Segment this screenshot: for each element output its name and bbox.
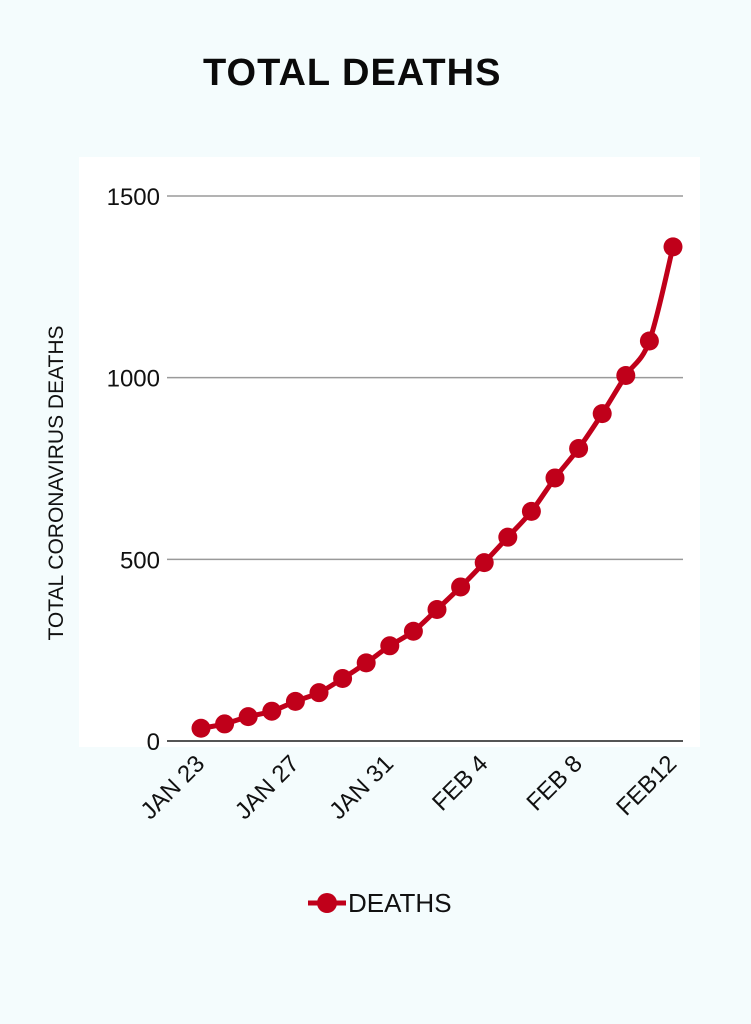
data-point <box>403 621 423 641</box>
y-tick-labels: 0 500 1000 1500 <box>107 184 160 756</box>
data-point <box>333 669 353 689</box>
x-tick-label: FEB12 <box>611 750 682 821</box>
x-tick-labels: JAN 23 JAN 27 JAN 31 FEB 4 FEB 8 FEB12 <box>135 750 682 825</box>
chart-title: TOTAL DEATHS <box>203 52 502 94</box>
x-tick-label: FEB 8 <box>522 750 588 816</box>
data-point <box>545 468 565 488</box>
data-point <box>262 701 282 721</box>
data-point <box>592 404 612 424</box>
data-point <box>309 683 329 703</box>
x-tick-label: JAN 31 <box>324 750 399 825</box>
data-point <box>498 527 518 547</box>
x-tick-label: FEB 4 <box>427 750 493 816</box>
y-axis-label: TOTAL CORONAVIRUS DEATHS <box>45 325 68 640</box>
data-point <box>663 237 683 257</box>
data-point <box>215 714 235 734</box>
data-point <box>285 691 305 711</box>
legend: DEATHS <box>308 888 452 918</box>
y-tick-label: 500 <box>120 547 160 574</box>
data-point <box>356 653 376 673</box>
data-points <box>191 237 683 738</box>
legend-marker <box>317 893 337 913</box>
y-tick-label: 1500 <box>107 184 160 211</box>
x-tick-label: JAN 23 <box>135 750 210 825</box>
data-point <box>569 439 589 459</box>
data-point <box>521 501 541 521</box>
data-point <box>380 636 400 656</box>
data-point <box>451 577 471 597</box>
data-point <box>427 599 447 619</box>
grid-lines <box>167 195 683 742</box>
legend-label-deaths: DEATHS <box>348 888 452 918</box>
data-point <box>238 707 258 727</box>
data-point <box>191 718 211 738</box>
y-tick-label: 0 <box>147 729 160 756</box>
data-point <box>474 553 494 573</box>
data-point <box>616 365 636 385</box>
data-point <box>639 331 659 351</box>
y-tick-label: 1000 <box>107 366 160 393</box>
x-tick-label: JAN 27 <box>230 750 305 825</box>
plot-area <box>79 157 700 747</box>
